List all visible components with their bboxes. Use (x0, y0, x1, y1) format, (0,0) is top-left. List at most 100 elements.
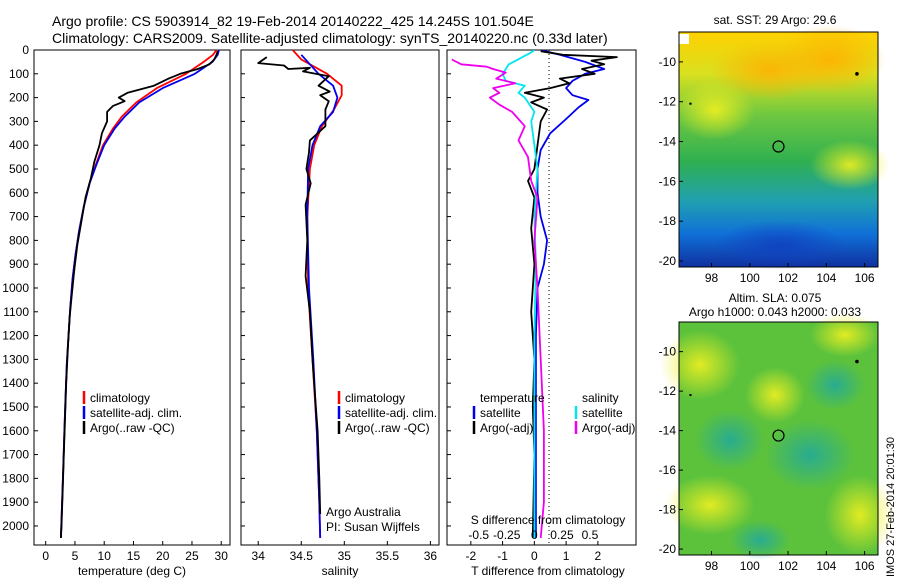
depth-tick-label: 1400 (2, 376, 29, 390)
depth-tick-label: 2000 (2, 519, 29, 533)
map-x-tick-label: 98 (705, 559, 719, 573)
depth-tick-label: 1000 (2, 281, 29, 295)
difference-xlabel: T difference from climatology (471, 564, 625, 578)
legend-label: satellite (480, 406, 521, 420)
depth-tick-label: 500 (9, 162, 29, 176)
map-y-tick-label: -16 (659, 174, 677, 188)
figure-title-line2: Climatology: CARS2009. Satellite-adjuste… (52, 30, 608, 46)
legend-temperature-title: temperature (480, 391, 545, 405)
sla-low-patch (730, 520, 790, 560)
sla-map-axes: 98 100 102 104 106 -10 -12 -14 -16 -18 -20 (659, 345, 875, 573)
x-tick-label: 5 (72, 549, 79, 563)
nearby-float-marker (855, 72, 859, 76)
temperature-legend: climatology satellite-adj. clim. Argo(..… (82, 391, 182, 435)
depth-axis: 0 100 200 300 400 500 600 700 800 900 1000 1100 1200… (2, 43, 451, 533)
x-tick-label: 2 (595, 549, 602, 563)
map-x-tick-label: 104 (816, 559, 836, 573)
salinity-xlabel: salinity (322, 564, 359, 578)
depth-tick-label: 0 (22, 43, 29, 57)
series-line-s-argo-adj (451, 58, 545, 538)
x-tick-label: 34.5 (290, 549, 314, 563)
legend-label: climatology (345, 391, 405, 405)
sla-high-patch (665, 475, 755, 535)
legend-label: satellite (582, 406, 623, 420)
legend-label: Argo(..raw -QC) (90, 421, 175, 435)
x-tick-label: 25 (185, 549, 199, 563)
series-line-satellite-adj-clim (60, 50, 220, 538)
depth-tick-label: 1800 (2, 471, 29, 485)
x-tick-label: -1 (497, 549, 508, 563)
legend-label: climatology (90, 391, 150, 405)
x-tick-label: 35 (338, 549, 352, 563)
salinity-legend: climatology satellite-adj. clim. Argo(..… (326, 391, 437, 534)
series-line-t-satellite (535, 50, 606, 538)
map-x-tick-label: 102 (778, 559, 798, 573)
map-y-tick-label: -20 (659, 542, 677, 556)
salinity-x-axis: 34 34.5 35 35.5 36 (252, 541, 438, 563)
sst-map-title: sat. SST: 29 Argo: 29.6 (714, 13, 837, 27)
x-tick-label: 1 (563, 549, 570, 563)
sst-map-axes: 98 100 102 104 106 -10 -12 -14 -16 -18 -20 (659, 55, 875, 285)
argo-australia-note: Argo Australia (326, 505, 401, 519)
legend-label: Argo(-adj) (582, 421, 635, 435)
sla-map-frame (678, 321, 879, 556)
map-x-tick-label: 104 (816, 271, 836, 285)
sla-high-patch (745, 367, 805, 423)
sst-map-frame (678, 31, 879, 268)
s-diff-tick-label: 0.5 (582, 528, 599, 542)
temperature-lines (60, 50, 220, 538)
x-tick-label: 0 (531, 549, 538, 563)
sla-map-subtitle: Argo h1000: 0.043 h2000: 0.033 (689, 305, 861, 319)
series-line-t-argo-adj (523, 50, 618, 538)
x-tick-label: 10 (98, 549, 112, 563)
depth-tick-label: 1700 (2, 448, 29, 462)
series-line-s-satellite (501, 50, 539, 538)
map-y-tick-label: -12 (659, 384, 677, 398)
difference-lines (451, 50, 618, 545)
x-tick-label: 34 (252, 549, 266, 563)
x-tick-label: 20 (156, 549, 170, 563)
depth-tick-label: 1600 (2, 424, 29, 438)
legend-label: satellite-adj. clim. (90, 406, 182, 420)
x-tick-label: 36 (424, 549, 438, 563)
series-line-argo-raw-qc (60, 50, 219, 538)
difference-top-axis: -0.5 -0.25 0 0.25 0.5 (468, 528, 598, 542)
difference-legend: temperature salinity satellite Argo(-adj… (472, 391, 635, 435)
sla-low-patch (695, 410, 765, 470)
figure-title-line1: Argo profile: CS 5903914_82 19-Feb-2014 … (52, 13, 534, 29)
legend-label: Argo(-adj) (480, 421, 533, 435)
depth-tick-label: 700 (9, 210, 29, 224)
s-diff-tick-label: -0.25 (493, 528, 521, 542)
s-diff-tick-label: 0.25 (550, 528, 574, 542)
map-y-tick-label: -20 (659, 254, 677, 268)
map-x-tick-label: 100 (740, 559, 760, 573)
x-tick-label: 35.5 (376, 549, 400, 563)
legend-label: satellite-adj. clim. (345, 406, 437, 420)
series-line-argo-raw-qc (257, 56, 331, 515)
map-x-tick-label: 106 (855, 559, 875, 573)
temperature-xlabel: temperature (deg C) (78, 564, 186, 578)
temperature-panel-frame (33, 49, 231, 546)
argo-position-marker (772, 429, 785, 442)
sst-map (675, 25, 890, 270)
map-y-tick-label: -12 (659, 95, 677, 109)
sst-warm-patch (710, 40, 830, 100)
difference-top-label: S difference from climatology (471, 513, 626, 527)
map-y-tick-label: -14 (659, 424, 677, 438)
sla-low-patch (805, 360, 865, 410)
depth-tick-label: 300 (9, 114, 29, 128)
nearby-float-marker (689, 393, 692, 397)
sst-warm-patch (675, 80, 755, 140)
depth-tick-label: 1200 (2, 329, 29, 343)
nearby-float-marker (855, 359, 859, 364)
map-y-tick-label: -10 (659, 55, 677, 69)
sst-cool-patch (715, 220, 845, 270)
difference-x-axis: -2 -1 0 1 2 (465, 541, 602, 563)
map-y-tick-label: -10 (659, 345, 677, 359)
depth-tick-label: 200 (9, 91, 29, 105)
x-tick-label: 0 (42, 549, 49, 563)
salinity-lines (257, 50, 343, 538)
pi-name-note: PI: Susan Wijffels (326, 520, 420, 534)
series-line-climatology (60, 50, 218, 538)
